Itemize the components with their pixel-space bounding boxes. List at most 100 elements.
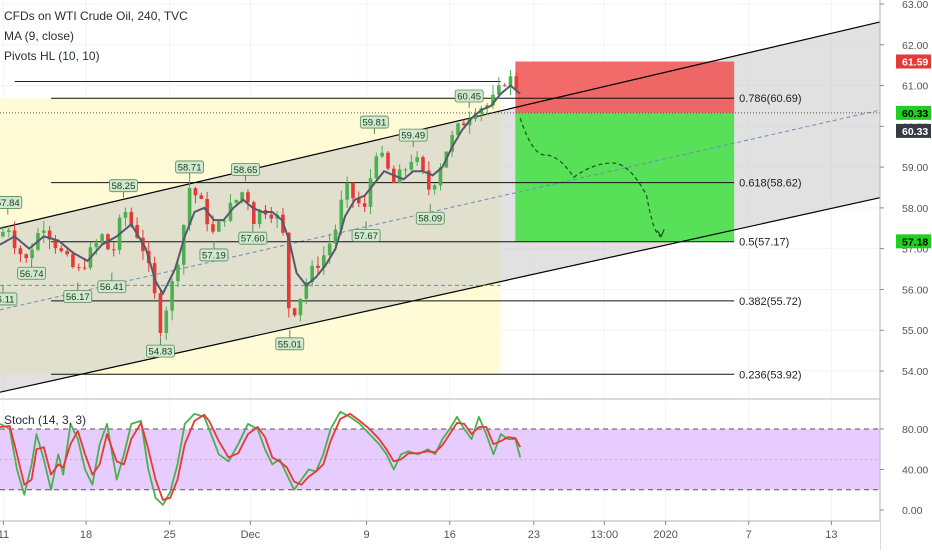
candle-body — [100, 234, 104, 244]
candle-body — [368, 178, 373, 207]
candle-body — [292, 308, 297, 316]
candle-body — [397, 169, 402, 184]
candle-body — [473, 113, 478, 119]
price-tag-bg — [896, 105, 931, 120]
candle-body — [12, 230, 17, 249]
pivot-label: 57.67 — [354, 231, 378, 242]
candle-body — [246, 192, 250, 203]
price-tick-label: 61.00 — [902, 81, 928, 93]
price-tick-label: 54.00 — [902, 366, 928, 378]
pivot-badge — [231, 162, 260, 176]
candle-body — [374, 156, 379, 179]
pivot-badge — [359, 115, 389, 129]
pivot-label: 56.11 — [0, 294, 14, 305]
candle-body — [199, 195, 204, 199]
price-tick-label: 63.00 — [902, 0, 928, 11]
time-tick-label: 2020 — [653, 529, 677, 541]
candle-body — [251, 202, 256, 225]
price-tick-label: 62.00 — [902, 40, 928, 52]
candle-body — [94, 243, 99, 248]
time-tick-label: 18 — [80, 529, 92, 541]
pivot-label: 57.84 — [0, 198, 20, 209]
candle-body — [164, 310, 169, 333]
pivot-badge — [109, 179, 138, 193]
pivot-label: 58.71 — [178, 162, 202, 173]
candle-body — [304, 282, 309, 299]
price-tag-bg — [896, 54, 931, 69]
pivot-label: 56.41 — [100, 282, 124, 293]
time-axis-bg — [0, 521, 880, 550]
pivot-badge — [238, 231, 268, 245]
channel-lower-line — [0, 197, 881, 393]
candle-body — [333, 229, 338, 244]
candle-body — [339, 199, 344, 230]
candle-body — [1, 231, 5, 237]
pivot-badge — [415, 211, 445, 225]
candle-body — [345, 182, 349, 200]
candle-body — [187, 188, 192, 226]
candle-body — [211, 224, 215, 232]
candle-body — [65, 251, 69, 255]
candle-body — [269, 214, 274, 219]
candle-body — [357, 198, 361, 204]
pivot-label: 57.60 — [241, 234, 265, 245]
candle-body — [41, 230, 46, 234]
candle-body — [53, 239, 58, 249]
time-tick-label: 23 — [528, 529, 540, 541]
candle-body — [216, 221, 221, 232]
price-tag-label: 57.18 — [902, 236, 928, 248]
candle-body — [30, 249, 34, 259]
candle-body — [432, 185, 437, 190]
time-tick-label: 25 — [164, 529, 176, 541]
time-tick-label: 13:00 — [591, 529, 619, 541]
candle-body — [438, 167, 443, 186]
price-tick-label: 56.00 — [902, 284, 928, 296]
price-tick-label: 58.00 — [902, 203, 928, 215]
pivot-badge — [275, 337, 305, 351]
time-tick-label: Dec — [241, 529, 261, 541]
pivot-badge — [97, 280, 127, 294]
candle-body — [421, 157, 425, 171]
chart-title: CFDs on WTI Crude Oil, 240, TVC — [4, 9, 188, 23]
stoch-legend: Stoch (14, 3, 3) — [4, 413, 87, 427]
price-tag-label: 60.33 — [902, 126, 928, 138]
candle-body — [18, 248, 23, 255]
time-tick-label: 9 — [364, 529, 370, 541]
candle-body — [158, 293, 163, 333]
pivot-badge — [63, 290, 93, 303]
candle-body — [76, 267, 81, 269]
price-tag-bg — [896, 123, 931, 138]
candle-body — [24, 254, 29, 259]
time-tick-label: 13 — [825, 529, 837, 541]
candle-body — [71, 254, 75, 268]
stoch-line — [0, 410, 522, 506]
price-tag-bg — [896, 234, 931, 249]
candle-body — [409, 161, 414, 170]
candle-body — [497, 85, 501, 95]
candle-body — [403, 169, 408, 171]
fib-label: 0.382(55.72) — [739, 296, 801, 308]
stoch-tick-label: 80.00 — [902, 424, 928, 436]
candle-body — [386, 152, 390, 169]
fib-label: 0.236(53.92) — [739, 369, 801, 381]
candle-body — [240, 192, 244, 200]
pivot-badge — [398, 128, 428, 142]
candle-body — [327, 243, 332, 256]
price-tag-label: 61.59 — [902, 56, 928, 68]
candle-body — [456, 123, 460, 136]
fib-label: 0.786(60.69) — [739, 93, 801, 105]
fib-label: 0.618(58.62) — [739, 178, 801, 190]
candle-body — [427, 170, 431, 190]
pivot-badge — [146, 344, 175, 358]
candle-body — [508, 76, 513, 86]
candle-body — [111, 249, 116, 251]
stop-loss-zone — [515, 61, 735, 113]
candles — [1, 70, 519, 340]
candle-body — [82, 267, 87, 269]
candle-body — [181, 225, 186, 265]
candle-body — [47, 230, 52, 240]
channel-mid-line — [0, 109, 881, 311]
fib-label: 0.5(57.17) — [739, 237, 789, 249]
